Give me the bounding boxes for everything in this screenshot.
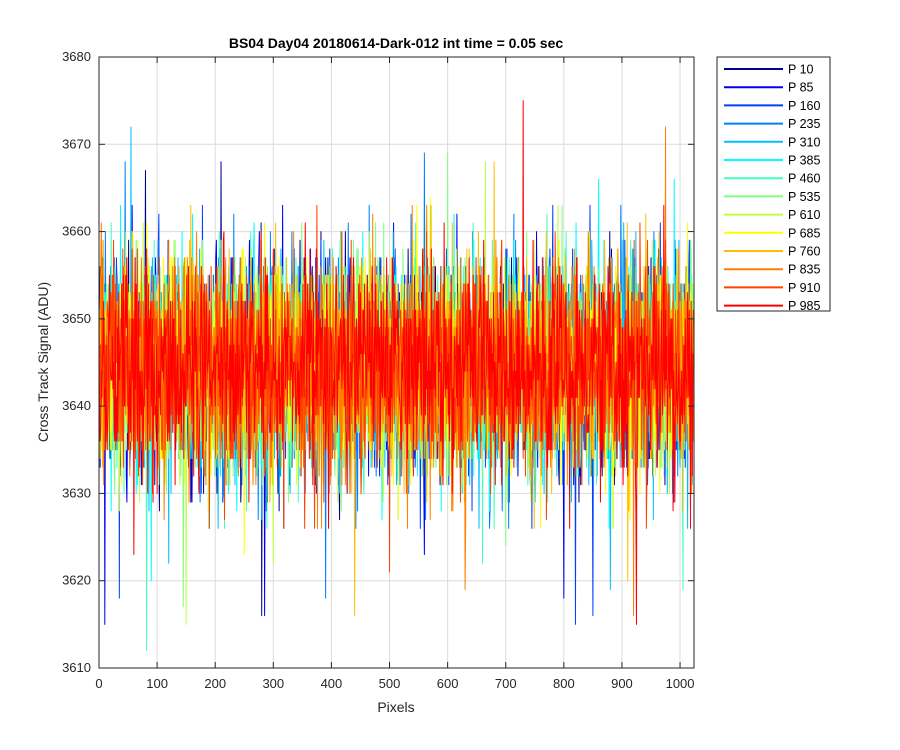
x-tick-label: 700 (495, 676, 517, 691)
x-tick-label: 1000 (666, 676, 695, 691)
y-tick-label: 3640 (62, 398, 91, 413)
x-tick-label: 0 (95, 676, 102, 691)
series-layer (99, 100, 694, 652)
legend-label: P 610 (788, 208, 820, 222)
x-tick-label: 200 (204, 676, 226, 691)
chart-title: BS04 Day04 20180614-Dark-012 int time = … (229, 35, 563, 51)
y-tick-label: 3680 (62, 49, 91, 64)
y-tick-label: 3670 (62, 136, 91, 151)
legend: P 10 P 85 P 160 P 235 P 310 P 385 P 460 P 535 P … (716, 56, 831, 313)
legend-label: P 985 (788, 299, 820, 313)
x-tick-label: 600 (437, 676, 459, 691)
legend-label: P 685 (788, 226, 820, 240)
x-tick-label: 100 (146, 676, 168, 691)
y-tick-label: 3620 (62, 573, 91, 588)
legend-label: P 10 (788, 63, 814, 77)
y-axis: 3610 3620 3630 3640 3650 3660 3670 3680 (62, 49, 694, 675)
legend-label: P 385 (788, 154, 820, 168)
x-tick-label: 800 (553, 676, 575, 691)
y-axis-label: Cross Track Signal (ADU) (35, 282, 51, 442)
x-tick-label: 500 (379, 676, 401, 691)
legend-label: P 160 (788, 99, 820, 113)
x-tick-label: 900 (611, 676, 633, 691)
legend-label: P 310 (788, 135, 820, 149)
legend-label: P 760 (788, 245, 820, 259)
series-line-p910 (99, 204, 694, 573)
x-axis-label: Pixels (377, 699, 414, 715)
x-tick-label: 400 (321, 676, 343, 691)
axes-box (98, 56, 695, 669)
y-tick-label: 3610 (62, 660, 91, 675)
legend-label: P 460 (788, 172, 820, 186)
legend-label: P 235 (788, 117, 820, 131)
legend-label: P 835 (788, 263, 820, 277)
legend-label: P 535 (788, 190, 820, 204)
y-tick-label: 3650 (62, 311, 91, 326)
y-tick-label: 3630 (62, 485, 91, 500)
x-tick-label: 300 (262, 676, 284, 691)
x-axis: 0 100 200 300 400 500 600 700 800 900 1000 (95, 57, 695, 691)
legend-label: P 85 (788, 81, 814, 95)
y-tick-label: 3660 (62, 224, 91, 239)
legend-label: P 910 (788, 281, 820, 295)
series-line-p985 (99, 100, 694, 625)
